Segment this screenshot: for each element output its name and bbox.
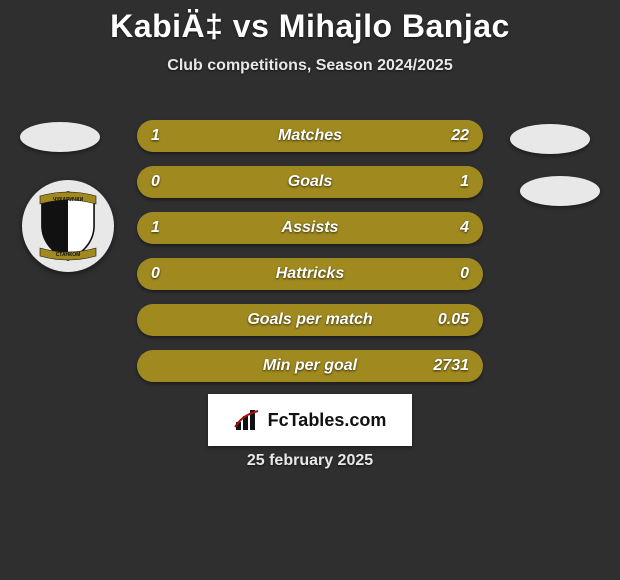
stat-label: Goals per match [137, 304, 483, 336]
club-badge-shield: ЧУКАРИЧКИ СТАНКОМ [38, 190, 98, 262]
stat-value-right: 0.05 [438, 304, 469, 336]
stat-label: Assists [137, 212, 483, 244]
stat-value-right: 4 [460, 212, 469, 244]
stat-row: Goals per match0.05 [137, 304, 483, 336]
bars-icon [234, 408, 262, 432]
stat-label: Goals [137, 166, 483, 198]
player-right-avatar-2 [520, 176, 600, 206]
club-badge: ЧУКАРИЧКИ СТАНКОМ [22, 180, 114, 272]
stat-label: Hattricks [137, 258, 483, 290]
stat-label: Min per goal [137, 350, 483, 382]
attribution-logo[interactable]: FcTables.com [208, 394, 412, 446]
player-left-avatar [20, 122, 100, 152]
stat-label: Matches [137, 120, 483, 152]
stat-value-right: 1 [460, 166, 469, 198]
badge-ribbon-bottom: СТАНКОМ [56, 252, 81, 258]
stat-row: 1Assists4 [137, 212, 483, 244]
stat-row: Min per goal2731 [137, 350, 483, 382]
page-subtitle: Club competitions, Season 2024/2025 [0, 57, 620, 75]
stat-value-right: 2731 [433, 350, 469, 382]
stats-container: 1Matches220Goals11Assists40Hattricks0Goa… [137, 120, 483, 396]
date-label: 25 february 2025 [0, 452, 620, 470]
stat-value-right: 22 [451, 120, 469, 152]
badge-ribbon-top: ЧУКАРИЧКИ [53, 197, 84, 203]
stat-row: 0Goals1 [137, 166, 483, 198]
attribution-text: FcTables.com [268, 410, 387, 431]
stat-row: 1Matches22 [137, 120, 483, 152]
comparison-card: KabiÄ‡ vs Mihajlo Banjac Club competitio… [0, 0, 620, 580]
stat-value-right: 0 [460, 258, 469, 290]
player-right-avatar-1 [510, 124, 590, 154]
stat-row: 0Hattricks0 [137, 258, 483, 290]
page-title: KabiÄ‡ vs Mihajlo Banjac [0, 8, 620, 45]
